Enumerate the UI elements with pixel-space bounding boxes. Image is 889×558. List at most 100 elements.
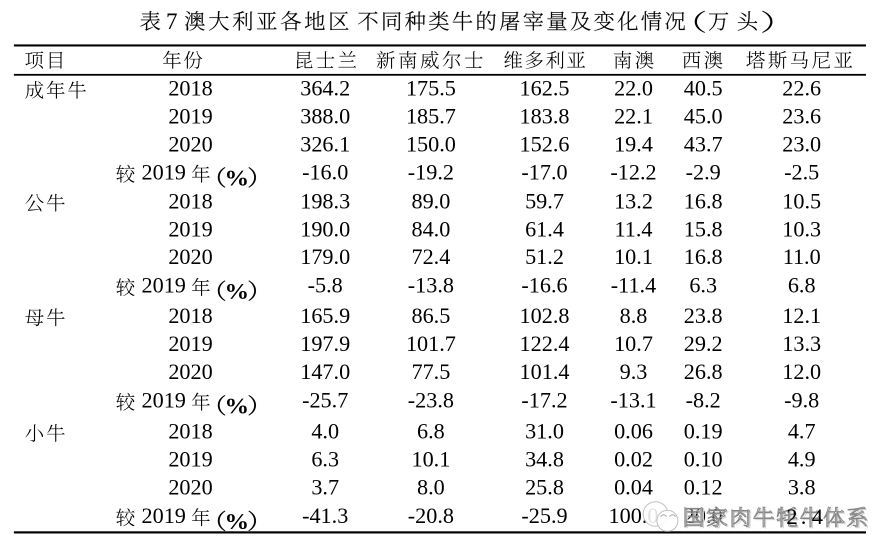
svg-text:101.4: 101.4	[520, 359, 570, 384]
svg-text:0.02: 0.02	[614, 447, 653, 472]
svg-text:-2.5: -2.5	[784, 159, 819, 184]
svg-text:2018: 2018	[168, 188, 212, 213]
svg-text:8.8: 8.8	[620, 303, 648, 328]
svg-text:-25.9: -25.9	[521, 503, 567, 528]
svg-text:29.2: 29.2	[684, 331, 723, 356]
svg-text:6.8: 6.8	[788, 273, 816, 298]
svg-text:4.9: 4.9	[788, 447, 816, 472]
svg-text:2019: 2019	[168, 447, 212, 472]
svg-text:13.2: 13.2	[614, 188, 653, 213]
svg-text:-17.0: -17.0	[521, 159, 567, 184]
svg-text:86.5: 86.5	[411, 303, 450, 328]
svg-text:0.06: 0.06	[614, 419, 653, 444]
svg-text:3.8: 3.8	[788, 475, 816, 500]
svg-text:12.0: 12.0	[782, 359, 821, 384]
svg-text:2019: 2019	[168, 103, 212, 128]
svg-text:10.3: 10.3	[782, 216, 821, 241]
svg-text:19.4: 19.4	[614, 132, 653, 157]
svg-text:2018: 2018	[168, 419, 212, 444]
svg-text:13.3: 13.3	[782, 331, 821, 356]
svg-text:-9.8: -9.8	[784, 387, 819, 412]
svg-text:175.5: 175.5	[406, 76, 456, 101]
svg-text:84.0: 84.0	[411, 216, 450, 241]
svg-text:0.04: 0.04	[614, 475, 653, 500]
svg-text:2020: 2020	[168, 244, 212, 269]
svg-text:16.8: 16.8	[684, 244, 723, 269]
svg-text:190.0: 190.0	[300, 216, 350, 241]
svg-text:22.1: 22.1	[614, 103, 653, 128]
svg-text:77.5: 77.5	[411, 359, 450, 384]
svg-text:-16.6: -16.6	[521, 273, 567, 298]
svg-text:2: 2	[786, 504, 797, 529]
svg-text:8.0: 8.0	[417, 475, 445, 500]
svg-text:15.8: 15.8	[684, 216, 723, 241]
svg-text:198.3: 198.3	[300, 188, 350, 213]
svg-text:2019: 2019	[168, 331, 212, 356]
svg-text:72.4: 72.4	[411, 244, 450, 269]
svg-text:22.6: 22.6	[782, 76, 821, 101]
svg-text:-17.2: -17.2	[521, 387, 567, 412]
svg-text:25.8: 25.8	[525, 475, 564, 500]
svg-text:122.4: 122.4	[520, 331, 570, 356]
svg-text:-13.1: -13.1	[610, 387, 656, 412]
svg-text:59.7: 59.7	[525, 188, 564, 213]
svg-text:2019: 2019	[142, 503, 186, 528]
svg-text:2019: 2019	[142, 387, 186, 412]
svg-text:22.0: 22.0	[614, 76, 653, 101]
svg-text:4: 4	[812, 504, 823, 529]
svg-text:89.0: 89.0	[411, 188, 450, 213]
svg-text:4.0: 4.0	[311, 419, 339, 444]
svg-text:3.7: 3.7	[311, 475, 339, 500]
svg-text:6.3: 6.3	[311, 447, 339, 472]
svg-text:-8.2: -8.2	[686, 387, 721, 412]
svg-text:2018: 2018	[168, 303, 212, 328]
svg-text:-12.2: -12.2	[610, 159, 656, 184]
svg-text:9.3: 9.3	[620, 359, 648, 384]
svg-text:10.7: 10.7	[614, 331, 653, 356]
svg-text:364.2: 364.2	[300, 76, 350, 101]
svg-text:2019: 2019	[168, 216, 212, 241]
svg-text:197.9: 197.9	[300, 331, 350, 356]
svg-text:101.7: 101.7	[406, 331, 456, 356]
svg-text:16.8: 16.8	[684, 188, 723, 213]
svg-text:-16.0: -16.0	[302, 159, 348, 184]
svg-text:45.0: 45.0	[684, 103, 723, 128]
svg-text:-11.4: -11.4	[611, 273, 656, 298]
svg-text:61.4: 61.4	[525, 216, 564, 241]
svg-text:162.5: 162.5	[520, 76, 570, 101]
svg-text:-5.8: -5.8	[308, 273, 343, 298]
svg-text:-19.2: -19.2	[408, 159, 454, 184]
svg-text:179.0: 179.0	[300, 244, 350, 269]
svg-text:11.4: 11.4	[614, 216, 652, 241]
svg-text:147.0: 147.0	[300, 359, 350, 384]
svg-text:23.8: 23.8	[684, 303, 723, 328]
svg-text:26.8: 26.8	[684, 359, 723, 384]
svg-text:0.10: 0.10	[684, 447, 723, 472]
svg-text:-25.7: -25.7	[302, 387, 348, 412]
svg-text:34.8: 34.8	[525, 447, 564, 472]
svg-text:2019: 2019	[142, 273, 186, 298]
svg-text:183.8: 183.8	[520, 103, 570, 128]
svg-text:-2.9: -2.9	[686, 159, 721, 184]
svg-text:31.0: 31.0	[525, 419, 564, 444]
svg-text:40.5: 40.5	[684, 76, 723, 101]
svg-text:12.1: 12.1	[782, 303, 821, 328]
svg-text:51.2: 51.2	[525, 244, 564, 269]
svg-text:10.5: 10.5	[782, 188, 821, 213]
svg-text:23.0: 23.0	[782, 132, 821, 157]
svg-text:102.8: 102.8	[520, 303, 570, 328]
svg-text:-41.3: -41.3	[302, 503, 348, 528]
svg-text:0.12: 0.12	[684, 475, 723, 500]
svg-text:2020: 2020	[168, 475, 212, 500]
svg-text:7: 7	[166, 9, 178, 34]
svg-text:23.6: 23.6	[782, 103, 821, 128]
svg-text:2020: 2020	[168, 359, 212, 384]
svg-text:-23.8: -23.8	[408, 387, 454, 412]
svg-text:326.1: 326.1	[300, 132, 350, 157]
svg-text:-20.8: -20.8	[408, 503, 454, 528]
svg-text:10.1: 10.1	[411, 447, 450, 472]
svg-text:388.0: 388.0	[300, 103, 350, 128]
svg-text:150.0: 150.0	[406, 132, 456, 157]
svg-text:10.1: 10.1	[614, 244, 653, 269]
svg-text:6.8: 6.8	[417, 419, 445, 444]
